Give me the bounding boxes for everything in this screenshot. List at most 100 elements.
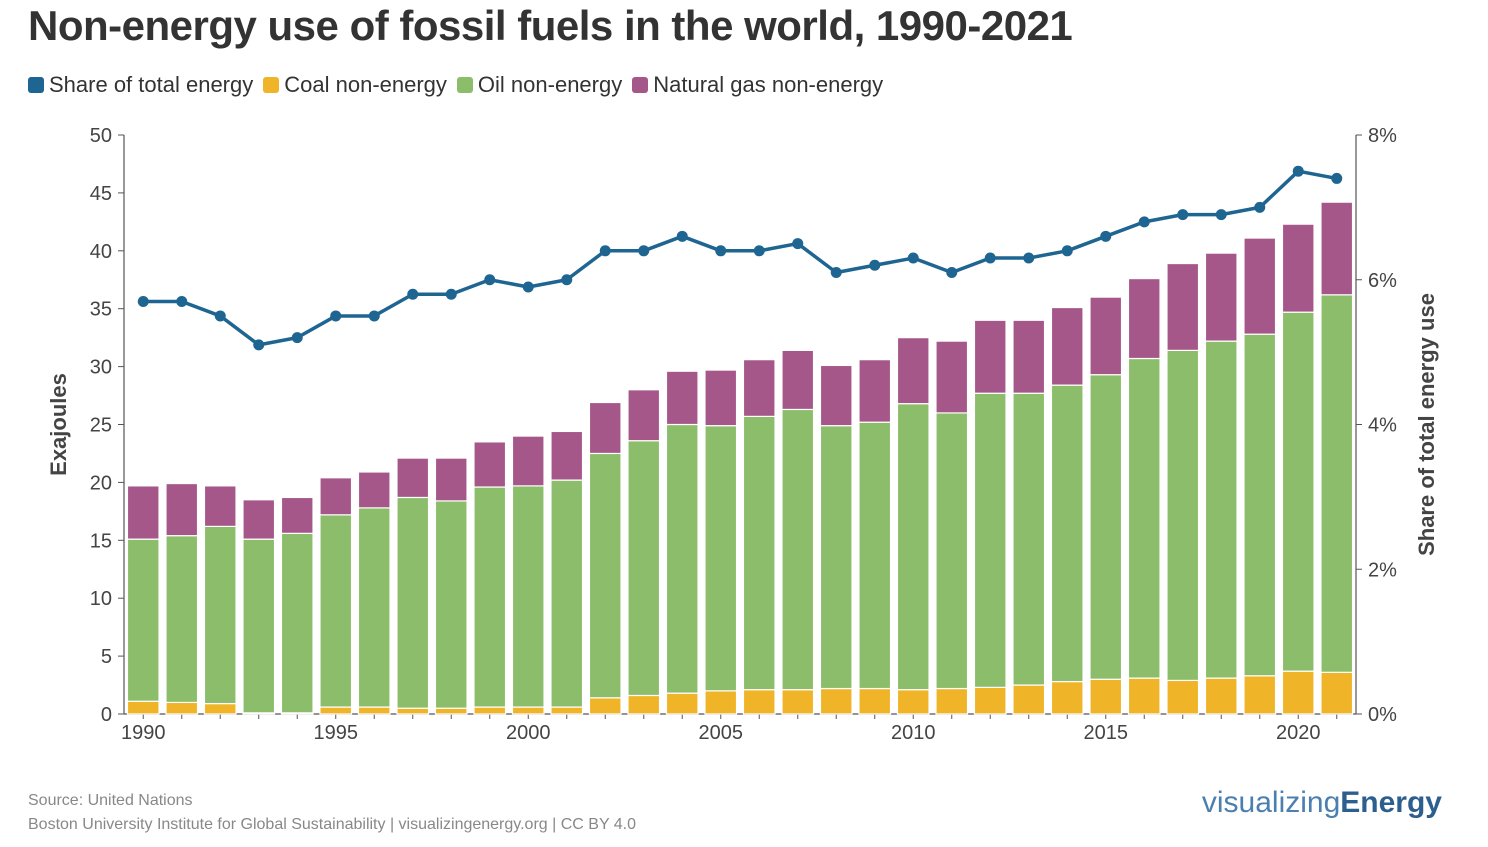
bar-coal: [1089, 678, 1123, 715]
bar-coal: [434, 707, 468, 715]
bar-coal: [1050, 680, 1084, 715]
bar-gas: [165, 482, 199, 537]
y-axis-title: Exajoules: [46, 373, 71, 476]
bar-gas: [396, 457, 430, 499]
legend-item-coal: Coal non-energy: [263, 72, 447, 98]
bar-oil: [280, 532, 314, 714]
y2-tick-label: 4%: [1368, 415, 1397, 437]
bar-gas: [357, 471, 391, 509]
x-tick-label: 2000: [506, 722, 551, 744]
y-tick-label: 10: [90, 588, 112, 610]
bar-gas: [126, 485, 160, 540]
bar-gas: [1012, 319, 1046, 394]
bar-coal: [203, 702, 237, 715]
bar-gas: [511, 435, 545, 487]
share-point: [330, 310, 342, 322]
legend-label-share: Share of total energy: [49, 72, 254, 97]
share-point: [407, 288, 419, 300]
bar-oil: [126, 538, 160, 702]
bar-gas: [473, 441, 507, 488]
share-point: [253, 339, 265, 351]
bar-gas: [1320, 201, 1354, 296]
legend-label-oil: Oil non-energy: [477, 72, 623, 97]
share-point: [1215, 209, 1227, 221]
bar-oil: [896, 403, 930, 691]
bar-gas: [665, 370, 699, 426]
bar-coal: [511, 706, 545, 715]
bar-coal: [588, 697, 622, 715]
bar-oil: [781, 408, 815, 691]
bar-coal: [665, 692, 699, 715]
bar-gas: [819, 364, 853, 427]
share-point: [1292, 165, 1304, 177]
share-point: [291, 332, 303, 344]
bar-coal: [1281, 670, 1315, 715]
bar-gas: [280, 496, 314, 534]
bar-coal: [935, 687, 969, 715]
share-point: [946, 267, 958, 279]
x-tick-label: 2020: [1276, 722, 1321, 744]
bar-oil: [973, 392, 1007, 688]
bar-oil: [1012, 392, 1046, 686]
share-point: [368, 310, 380, 322]
bar-coal: [357, 706, 391, 715]
y2-tick-label: 0%: [1368, 704, 1397, 726]
legend-swatch-gas: [632, 77, 649, 93]
bar-gas: [973, 319, 1007, 394]
bar-coal: [1243, 675, 1277, 715]
share-point: [599, 245, 611, 257]
bar-oil: [935, 412, 969, 690]
bar-coal: [1012, 684, 1046, 715]
bar-oil: [357, 507, 391, 708]
source-note: Source: United Nations Boston University…: [28, 789, 636, 837]
bar-coal: [1166, 679, 1200, 715]
bar-gas: [434, 457, 468, 502]
bar-oil: [627, 440, 661, 697]
y-tick-label: 40: [90, 241, 112, 263]
bar-coal: [627, 694, 661, 715]
y-tick-label: 50: [90, 125, 112, 147]
source-line-2: Boston University Institute for Global S…: [28, 816, 637, 833]
bar-coal: [704, 690, 738, 715]
y-tick-label: 45: [90, 183, 112, 205]
bar-oil: [1050, 384, 1084, 683]
bar-gas: [1243, 237, 1277, 335]
share-point: [907, 252, 919, 264]
bar-coal: [165, 701, 199, 715]
share-point: [484, 274, 496, 286]
bar-oil: [203, 525, 237, 705]
share-point: [1023, 252, 1035, 264]
bar-gas: [704, 369, 738, 427]
share-point: [176, 295, 188, 307]
bar-oil: [434, 500, 468, 709]
bar-gas: [242, 499, 276, 540]
bar-coal: [973, 686, 1007, 715]
bar-coal: [742, 689, 776, 715]
share-point: [1254, 201, 1266, 213]
y-tick-label: 15: [90, 530, 112, 552]
source-line-1: Source: United Nations: [28, 792, 193, 809]
bar-coal: [819, 687, 853, 715]
brand-part-1: visualizing: [1201, 786, 1341, 819]
x-tick-label: 1995: [314, 722, 359, 744]
bar-gas: [858, 359, 892, 423]
brand-part-2: Energy: [1340, 786, 1442, 819]
bar-coal: [1320, 671, 1354, 715]
bar-coal: [473, 706, 507, 715]
legend-item-gas: Natural gas non-energy: [632, 72, 883, 98]
y2-tick-label: 8%: [1368, 125, 1397, 147]
bar-coal: [319, 706, 353, 715]
bar-oil: [588, 452, 622, 699]
bar-coal: [396, 707, 430, 715]
x-tick-label: 1990: [121, 722, 166, 744]
bar-oil: [396, 496, 430, 709]
share-point: [1100, 230, 1112, 242]
share-point: [1331, 172, 1343, 184]
share-point: [137, 295, 149, 307]
bar-gas: [1050, 306, 1084, 386]
legend-swatch-share: [28, 77, 44, 93]
bar-oil: [242, 538, 276, 714]
chart-title: Non-energy use of fossil fuels in the wo…: [28, 2, 1073, 49]
bar-gas: [1166, 262, 1200, 351]
